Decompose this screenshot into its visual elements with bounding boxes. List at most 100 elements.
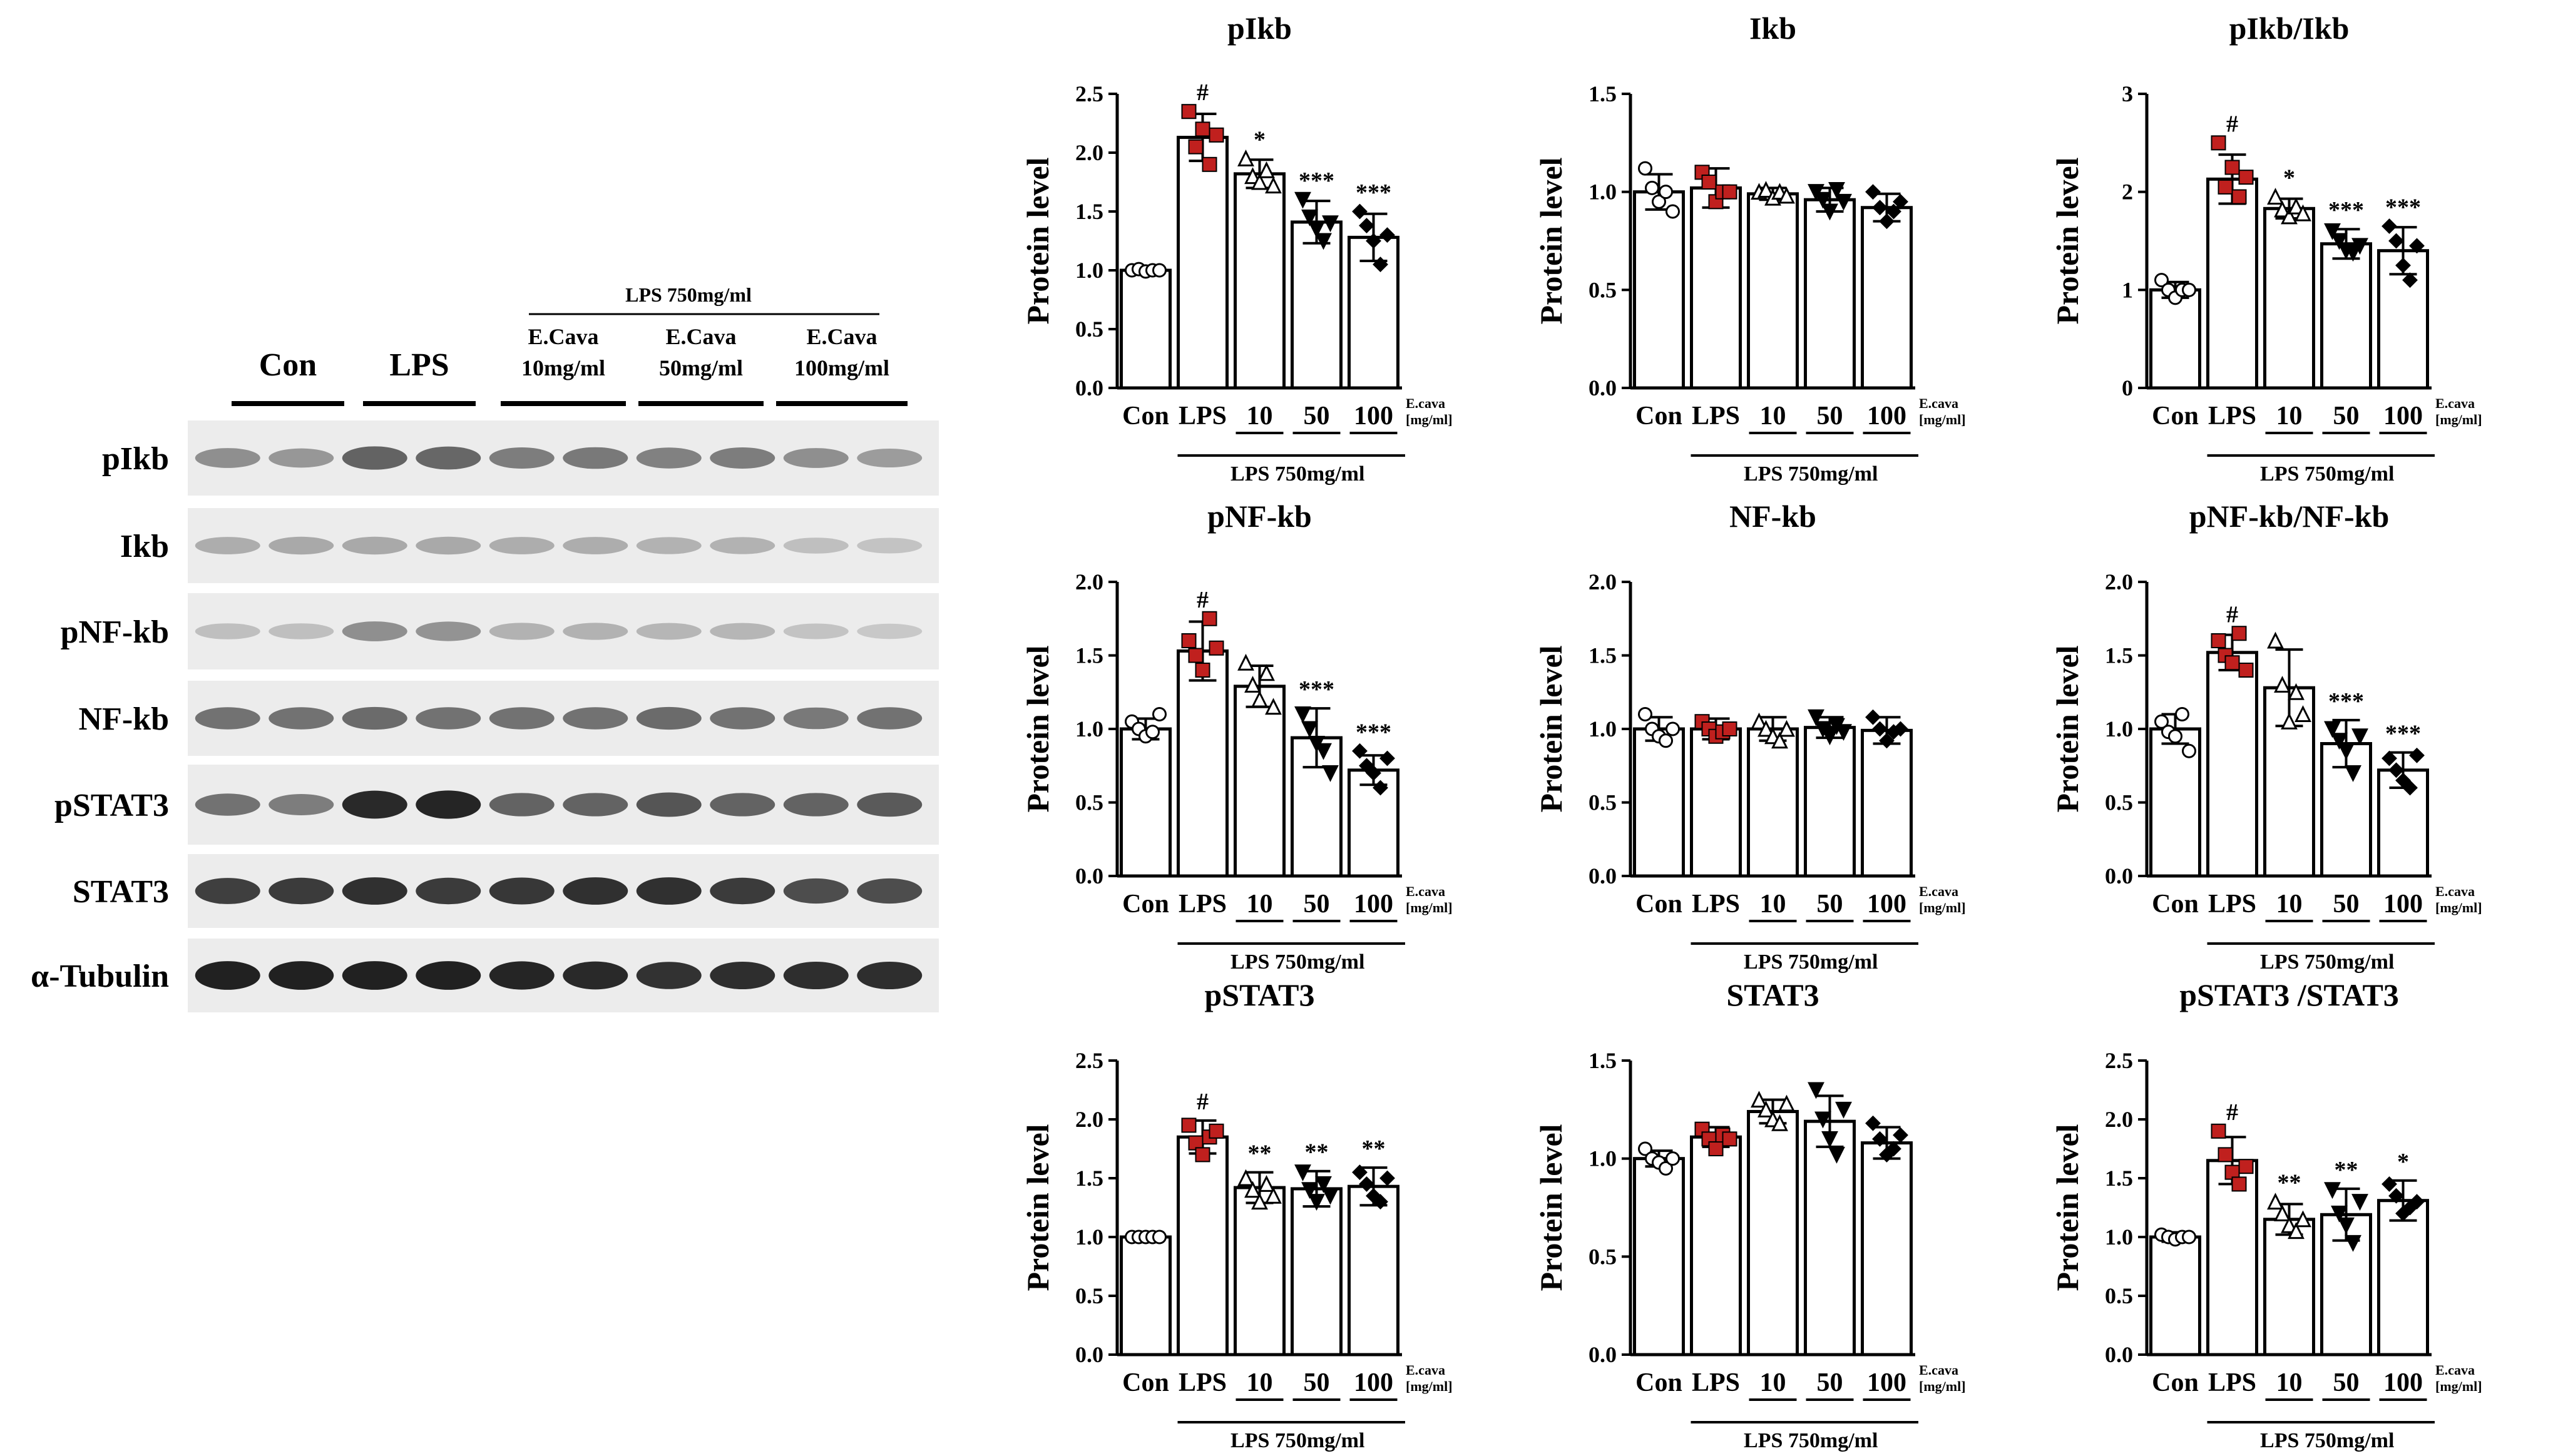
data-point: [1778, 1094, 1795, 1112]
blot-band: [710, 447, 775, 469]
y-tick-label: 0.0: [1075, 863, 1103, 888]
y-tick-label: 0.5: [1075, 317, 1103, 342]
x-tick-label: Con: [2152, 1368, 2199, 1397]
x-axis-note: E.cava: [2435, 883, 2475, 899]
bar: [1747, 1109, 1799, 1357]
blot-band: [636, 447, 702, 469]
data-point: [1665, 204, 1680, 219]
data-point: [2274, 200, 2291, 218]
x-tick-label: LPS: [2208, 1368, 2256, 1397]
x-axis-note: [mg/ml]: [1919, 412, 1966, 427]
data-point: [2238, 1159, 2254, 1174]
x-tick-label: 50: [2333, 402, 2360, 430]
data-point: [1879, 213, 1895, 230]
data-point: [1244, 676, 1261, 693]
x-tick-label: LPS: [1179, 1368, 1227, 1397]
data-point: [1195, 663, 1210, 678]
data-point: [1771, 731, 1788, 749]
y-tick-label: 0.0: [1589, 1342, 1617, 1367]
data-point: [1209, 127, 1224, 143]
x-tick-label: LPS: [1179, 402, 1227, 430]
significance-mark: **: [1305, 1139, 1329, 1166]
data-point: [2224, 160, 2240, 175]
y-tick-label: 1: [2122, 277, 2133, 302]
y-tick-label: 3: [2122, 81, 2133, 106]
x-tick-label: Con: [1122, 890, 1169, 919]
data-point: [2238, 170, 2254, 185]
bar-chart-5: NF-kb Protein level 0.0 0.5 1.0 1.5 2.0 Con LPS 1…: [1533, 499, 1966, 974]
x-tick-label: Con: [1635, 1368, 1682, 1397]
data-point: [1757, 1100, 1774, 1117]
blot-band: [342, 621, 407, 641]
x-tick-label: 50: [1817, 890, 1843, 919]
x-tick-label: 50: [2333, 890, 2360, 919]
significance-mark: #: [1197, 1089, 1209, 1115]
blot-band: [342, 446, 407, 470]
blot-band: [857, 623, 923, 639]
significance-mark: *: [1254, 126, 1266, 153]
data-point: [1835, 724, 1852, 741]
significance-mark: ***: [1299, 168, 1334, 194]
bar: [2206, 651, 2258, 878]
x-tick-label: 100: [2383, 1368, 2423, 1397]
data-point: [2238, 663, 2254, 678]
x-tick-label: 100: [2383, 890, 2423, 919]
x-tick-label: Con: [1635, 890, 1682, 919]
group-label: LPS 750mg/ml: [2260, 462, 2394, 486]
data-point: [1893, 721, 1908, 737]
data-point: [1202, 611, 1217, 626]
x-axis-note: E.cava: [1406, 1362, 1445, 1378]
blot-band: [710, 793, 775, 817]
blot-band: [636, 623, 702, 640]
bar-chart-4: pNF-kb Protein level 0.0 0.5 1.0 1.5 2.0 Con # LP…: [1020, 499, 1453, 974]
significance-mark: **: [2278, 1170, 2301, 1196]
x-tick-label: 50: [1304, 402, 1330, 430]
group-label: LPS 750mg/ml: [1744, 462, 1878, 486]
y-tick-label: 1.0: [1075, 258, 1103, 283]
x-tick-label: 10: [1760, 1368, 1786, 1397]
bar: [1291, 1187, 1343, 1357]
data-point: [1308, 221, 1325, 238]
data-point: [1294, 191, 1311, 209]
data-point: [2409, 747, 2425, 763]
data-point: [1778, 720, 1795, 737]
blot-group-label: E.Cava: [665, 324, 736, 349]
data-point: [2409, 1194, 2425, 1210]
data-point: [1202, 156, 1217, 172]
x-axis-note: [mg/ml]: [1406, 900, 1453, 915]
data-point: [1659, 733, 1673, 748]
data-point: [2388, 1188, 2404, 1204]
data-point: [1265, 1186, 1282, 1204]
blot-row-label: Ikb: [120, 529, 169, 564]
significance-mark: **: [2335, 1157, 2358, 1183]
x-axis-note: E.cava: [1919, 883, 1958, 899]
significance-mark: ***: [1299, 676, 1334, 703]
blot-band: [489, 877, 555, 905]
bar: [1804, 1119, 1856, 1357]
chart-title: pNF-kb/NF-kb: [2189, 499, 2390, 534]
data-point: [2211, 633, 2226, 648]
data-point: [1237, 150, 1254, 166]
blot-band: [563, 623, 628, 640]
y-axis-label: Protein level: [2050, 1124, 2085, 1291]
data-point: [1301, 209, 1318, 227]
blot-band: [416, 446, 481, 470]
bar-chart-3: pIkb/Ikb Protein level 0 1 2 3 Con # LPS * 10 *** 50…: [2050, 11, 2482, 486]
blot-band: [342, 706, 407, 730]
data-point: [1322, 215, 1339, 233]
blot-band: [489, 623, 555, 640]
data-point: [1821, 728, 1838, 746]
data-point: [1251, 173, 1268, 190]
data-point: [1209, 1123, 1224, 1139]
data-point: [1352, 1164, 1368, 1181]
blot-row-label: pNF-kb: [61, 614, 169, 650]
significance-mark: ***: [1356, 180, 1391, 206]
group-label: LPS 750mg/ml: [1744, 1429, 1878, 1452]
data-point: [2231, 189, 2247, 205]
data-point: [1251, 1193, 1268, 1210]
bar: [1804, 198, 1856, 390]
data-point: [1814, 191, 1831, 209]
data-point: [1188, 648, 1204, 663]
x-tick-label: 100: [1867, 890, 1906, 919]
data-point: [1828, 1146, 1845, 1164]
